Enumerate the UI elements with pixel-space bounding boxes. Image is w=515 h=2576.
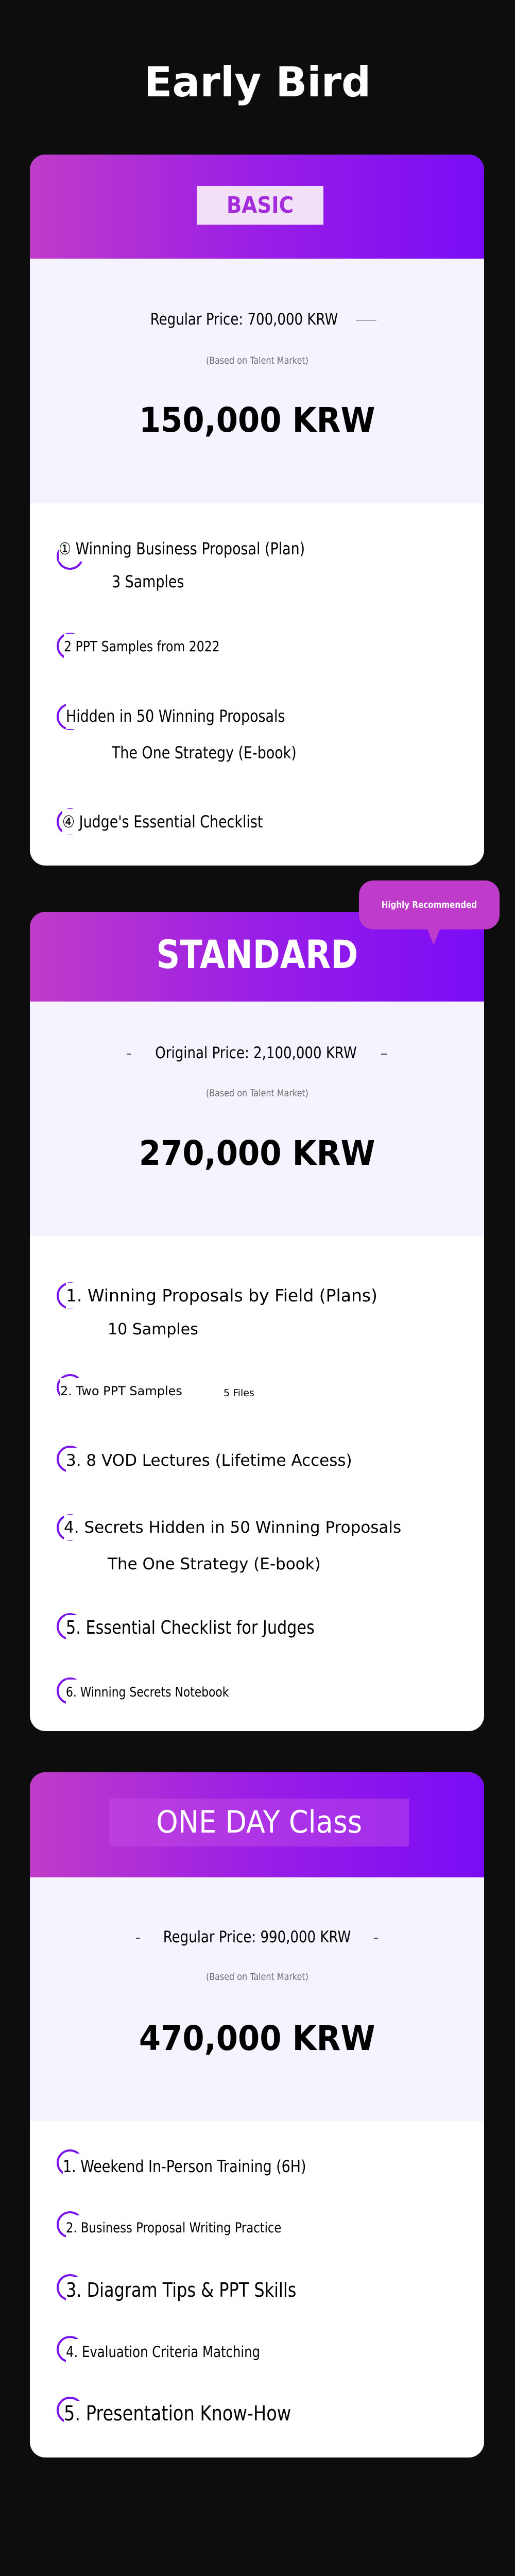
discount-price-text: 470,000 KRW <box>139 2019 375 2058</box>
discount-price: 270,000 KRW <box>30 1133 484 1174</box>
original-price-text: Regular Price: 700,000 KRW <box>150 310 338 329</box>
plan-name: BASIC <box>226 192 294 218</box>
feature-item-text: Hidden in 50 Winning Proposals <box>66 703 285 729</box>
price-area: Regular Price: 700,000 KRW (Based on Tal… <box>30 259 484 503</box>
discount-price-text: 150,000 KRW <box>139 400 375 440</box>
feature-item-text: ① Winning Business Proposal (Plan) <box>59 536 305 562</box>
plan-card-one-day: ONE DAY Class Regular Price: 990,000 KRW… <box>30 1772 484 2458</box>
original-price-text: Original Price: 2,100,000 KRW <box>155 1044 357 1062</box>
feature-item-text: 1. Weekend In-Person Training (6H) <box>63 2154 306 2179</box>
feature-item-text: 3. 8 VOD Lectures (Lifetime Access) <box>66 1448 352 1473</box>
recommended-badge: Highly Recommended <box>359 880 500 929</box>
plan-name-text: STANDARD <box>156 931 358 977</box>
discount-price-text: 270,000 KRW <box>139 1133 375 1173</box>
feature-item-text: 4. Secrets Hidden in 50 Winning Proposal… <box>64 1515 402 1540</box>
original-price: Regular Price: 700,000 KRW <box>30 309 484 330</box>
page-title: Early Bird <box>144 58 371 106</box>
feature-item-text: 4. Evaluation Criteria Matching <box>66 2339 261 2365</box>
price-note-text: (Based on Talent Market) <box>205 1088 308 1099</box>
discount-price: 150,000 KRW <box>30 400 484 441</box>
price-area: Original Price: 2,100,000 KRW (Based on … <box>30 1002 484 1236</box>
feature-subitem-text: 3 Samples <box>112 569 184 595</box>
price-note: (Based on Talent Market) <box>30 1087 484 1100</box>
feature-item-text: 6. Winning Secrets Notebook <box>66 1680 229 1705</box>
feature-subitem-text: The One Strategy (E-book) <box>108 1551 321 1577</box>
feature-item-text: 2. Two PPT Samples <box>60 1378 188 1404</box>
plan-name-box: BASIC <box>197 186 323 225</box>
card-header: ONE DAY Class <box>30 1772 484 1877</box>
price-note-text: (Based on Talent Market) <box>205 355 308 366</box>
price-note: (Based on Talent Market) <box>30 1970 484 1984</box>
price-area: Regular Price: 990,000 KRW (Based on Tal… <box>30 1877 484 2121</box>
feature-item-text: 5. Essential Checklist for Judges <box>66 1615 315 1641</box>
recommended-badge-text: Highly Recommended <box>381 900 477 910</box>
feature-item-text: 1. Winning Proposals by Field (Plans) <box>66 1283 377 1309</box>
plan-name: STANDARD <box>30 931 484 978</box>
original-price: Original Price: 2,100,000 KRW <box>30 1043 484 1063</box>
dash-decoration <box>381 1053 387 1055</box>
price-note: (Based on Talent Market) <box>30 354 484 367</box>
discount-price: 470,000 KRW <box>30 2018 484 2059</box>
card-header: BASIC <box>30 155 484 259</box>
dash-decoration <box>136 1937 140 1939</box>
feature-item-text: 3. Diagram Tips & PPT Skills <box>66 2277 297 2303</box>
feature-item-text: 2. Business Proposal Writing Practice <box>66 2215 282 2241</box>
plan-name: ONE DAY Class <box>156 1804 363 1840</box>
feature-item-text: ④ Judge's Essential Checklist <box>62 809 263 835</box>
original-price-text: Regular Price: 990,000 KRW <box>163 1928 351 1946</box>
feature-subitem-text: The One Strategy (E-book) <box>112 740 297 766</box>
price-note-text: (Based on Talent Market) <box>205 1971 308 1982</box>
plan-card-standard: STANDARD Highly Recommended Original Pri… <box>30 880 500 1731</box>
feature-item-text: 2 PPT Samples from 2022 <box>64 634 220 659</box>
feature-subitem-text: 10 Samples <box>108 1317 198 1343</box>
dash-decoration <box>127 1053 131 1055</box>
feature-item-text: 5. Presentation Know-How <box>64 2401 291 2427</box>
feature-extra: 5 Files <box>224 1380 254 1406</box>
plan-card-basic: BASIC Regular Price: 700,000 KRW (Based … <box>30 155 484 866</box>
original-price: Regular Price: 990,000 KRW <box>30 1927 484 1947</box>
dash-decoration <box>374 1937 378 1939</box>
plan-name-box: ONE DAY Class <box>110 1799 409 1846</box>
